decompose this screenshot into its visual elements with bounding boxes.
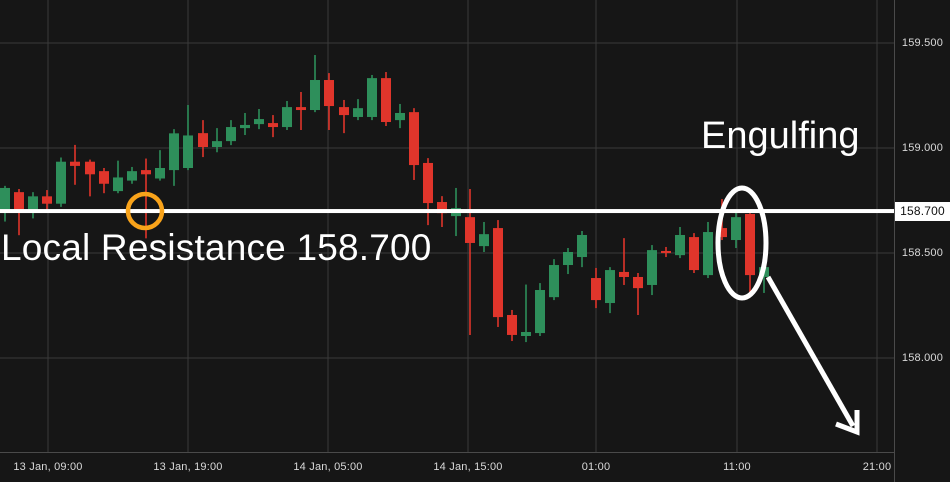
price-tick-label: 158.000: [901, 351, 944, 364]
candle-body: [183, 135, 193, 168]
candle-body: [703, 232, 713, 276]
candle-body: [731, 217, 741, 241]
candle-body: [717, 228, 727, 238]
candle-body: [198, 133, 208, 147]
time-tick-label: 13 Jan, 19:00: [153, 461, 223, 473]
candle-body: [42, 196, 52, 204]
candle-body: [141, 170, 151, 175]
candle-body: [465, 217, 475, 243]
candle-body: [437, 202, 447, 214]
candle-body: [28, 196, 38, 212]
candle-body: [282, 107, 292, 128]
price-axis[interactable]: 158.700 159.500 159.000 158.500 158.000: [894, 0, 950, 452]
candle-body: [591, 278, 601, 301]
time-tick-label: 14 Jan, 05:00: [293, 461, 363, 473]
candle-body: [127, 171, 137, 181]
time-tick-label: 01:00: [581, 461, 611, 473]
candle-body: [479, 234, 489, 247]
candle-body: [212, 141, 222, 147]
candle-body: [563, 252, 573, 266]
candle-body: [535, 290, 545, 334]
time-tick-label: 14 Jan, 15:00: [433, 461, 503, 473]
candle-body: [56, 161, 66, 204]
time-tick-label: 21:00: [862, 461, 892, 473]
candle-body: [226, 127, 236, 142]
candle-body: [381, 78, 391, 123]
price-tick-label: 159.000: [901, 141, 944, 154]
candle-body: [310, 80, 320, 111]
candle-body: [367, 78, 377, 117]
trend-arrow-head[interactable]: [835, 410, 860, 436]
candle-body: [409, 112, 419, 166]
time-axis[interactable]: 13 Jan, 09:00 13 Jan, 19:00 14 Jan, 05:00 1…: [0, 452, 950, 482]
candle-body: [577, 234, 587, 258]
candle-body: [493, 228, 503, 318]
axis-corner: [894, 452, 950, 482]
chart-plot-area[interactable]: Local Resistance 158.700 Engulfing: [0, 0, 894, 452]
candle-body: [647, 250, 657, 285]
candle-body: [99, 171, 109, 184]
candle-body: [353, 108, 363, 117]
candle-body: [254, 119, 264, 125]
candle-body: [745, 213, 755, 276]
candle-body: [619, 271, 629, 277]
candle-body: [70, 161, 80, 166]
chart-canvas: [0, 0, 894, 452]
price-tick-label: 158.500: [901, 246, 944, 259]
candle-body: [521, 332, 531, 336]
candle-body: [14, 192, 24, 210]
candle-body: [689, 237, 699, 271]
engulfing-annotation-text[interactable]: Engulfing: [701, 115, 860, 157]
candle-body: [549, 265, 559, 298]
candle-body: [605, 270, 615, 304]
candle-body: [675, 234, 685, 256]
trend-arrow-shaft[interactable]: [765, 275, 856, 428]
candle-body: [661, 250, 671, 254]
candle-body: [85, 161, 95, 175]
candle-body: [395, 112, 405, 121]
candle-body: [169, 133, 179, 171]
resistance-line[interactable]: [0, 209, 894, 214]
candle-body: [507, 315, 517, 335]
resistance-price-axis-label: 158.700: [895, 201, 950, 221]
candle-body: [324, 80, 334, 107]
time-tick-label: 13 Jan, 09:00: [13, 461, 83, 473]
candle-body: [423, 162, 433, 204]
candle-body: [240, 124, 250, 129]
candle-body: [339, 107, 349, 116]
candle-body: [268, 123, 278, 128]
candle-body: [0, 187, 10, 213]
engulfing-ellipse[interactable]: [715, 185, 769, 301]
time-tick-label: 11:00: [723, 461, 751, 473]
candle-body: [155, 168, 165, 179]
candle-body: [113, 177, 123, 192]
price-tick-label: 159.500: [901, 36, 944, 49]
highlight-circle[interactable]: [125, 191, 165, 231]
local-resistance-annotation-text[interactable]: Local Resistance 158.700: [1, 227, 432, 268]
candle-body: [296, 107, 306, 111]
candle-body: [633, 276, 643, 289]
